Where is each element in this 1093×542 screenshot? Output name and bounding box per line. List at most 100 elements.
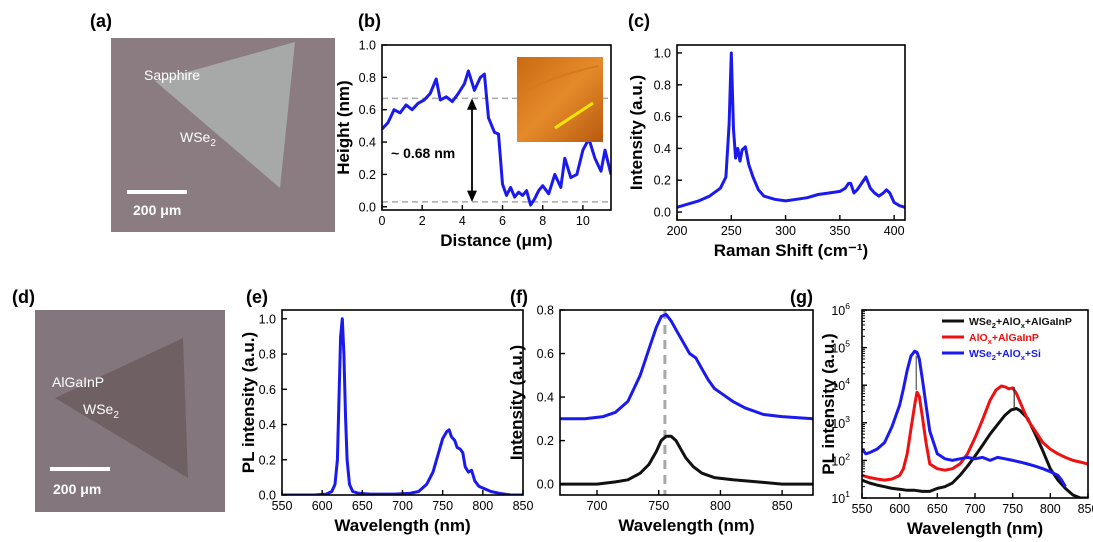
x-tick-label: 350	[829, 224, 850, 238]
series-line-1	[862, 384, 1088, 482]
x-axis-label: Wavelength (nm)	[907, 519, 1043, 538]
x-axis-label: Raman Shift (cm⁻¹)	[714, 241, 868, 260]
series-line-0	[282, 317, 523, 495]
y-tick-exponent: 4	[845, 376, 850, 386]
series-line-0	[560, 312, 813, 421]
panel-letter-f: (f)	[510, 287, 528, 307]
x-tick-label: 850	[1078, 502, 1093, 516]
y-tick-label: 0.6	[259, 383, 276, 397]
x-tick-label: 550	[272, 499, 293, 513]
afm-step-edge	[519, 65, 599, 96]
y-tick-label: 0.4	[654, 142, 671, 156]
x-tick-label: 400	[884, 224, 905, 238]
legend-part: x	[1021, 321, 1026, 330]
x-tick-label: 0	[379, 214, 386, 228]
legend-part: 2	[992, 353, 996, 362]
y-tick-label: 0.8	[537, 304, 554, 318]
x-tick-label: 600	[889, 502, 910, 516]
x-tick-label: 650	[352, 499, 373, 513]
y-tick-label: 0.6	[537, 347, 554, 361]
y-tick-label: 0.6	[359, 103, 376, 117]
afm-linecut	[554, 101, 594, 130]
legend-part: +AlGaInP	[1025, 316, 1072, 328]
micrograph-d: AlGaInP WSe2 200 μm	[35, 310, 225, 512]
y-tick-base: 10	[831, 417, 845, 431]
y-tick-base: 10	[831, 492, 845, 506]
y-tick-label: 0.2	[654, 174, 671, 188]
svg-text:WSe2: WSe2	[180, 129, 216, 149]
legend-label-2: WSe2+AlOx+Si	[969, 348, 1041, 362]
x-tick-label: 700	[392, 499, 413, 513]
series-line-0	[862, 407, 1088, 498]
y-tick-label: 0.2	[359, 168, 376, 182]
y-tick-exponent: 6	[845, 301, 850, 311]
series-line-1	[560, 434, 813, 486]
y-axis-label: PL intensity (a.u.)	[239, 332, 258, 473]
x-tick-label: 850	[772, 499, 793, 513]
label-algainp: AlGaInP	[52, 374, 104, 390]
x-tick-label: 550	[852, 502, 873, 516]
y-tick-exponent: 5	[845, 339, 850, 349]
scale-bar-label: 200 μm	[53, 481, 101, 497]
y-tick-exponent: 3	[845, 414, 850, 424]
y-axis-label: Intensity (a.u.)	[627, 75, 646, 190]
y-tick-label: 102	[831, 451, 850, 468]
scale-bar-label: 200 μm	[133, 202, 181, 218]
y-tick-label: 0.0	[537, 478, 554, 492]
panel-letter-a: (a)	[90, 11, 112, 31]
y-tick-label: 0.8	[654, 78, 671, 92]
y-tick-label: 0.8	[259, 348, 276, 362]
legend-part: +AlO	[996, 348, 1021, 360]
legend-part: WSe	[969, 348, 992, 360]
y-tick-exponent: 2	[845, 451, 850, 461]
legend-part: WSe	[969, 316, 992, 328]
chart-b-height-profile: 0 2 4 6 8 10 0.0 0.2 0.4 0.6 0.8 1.0 Distance (μm) He…	[334, 39, 612, 250]
panel-letter-e: (e)	[246, 287, 268, 307]
arrow-head-down	[467, 190, 477, 202]
series-line-0	[677, 51, 905, 209]
x-tick-label: 600	[312, 499, 333, 513]
wse2-flake	[55, 338, 188, 478]
y-tick-label: 0.0	[259, 489, 276, 503]
x-tick-label: 4	[459, 214, 466, 228]
y-tick-label: 103	[831, 414, 850, 431]
legend-part: x	[1021, 353, 1026, 362]
x-tick-label: 2	[419, 214, 426, 228]
legend-part: x	[988, 337, 993, 346]
x-tick-label: 850	[513, 499, 534, 513]
plot-frame	[281, 309, 524, 496]
label-wse2-sub: 2	[113, 410, 119, 421]
y-tick-exponent: 1	[845, 489, 850, 499]
y-axis-label: PL intensity (a.u.)	[819, 333, 838, 474]
y-tick-label: 0.4	[259, 418, 276, 432]
series-line-2	[862, 349, 1067, 488]
panel-letter-b: (b)	[358, 11, 381, 31]
legend-part: +AlO	[996, 316, 1021, 328]
afm-inset-image	[517, 57, 603, 142]
y-tick-label: 104	[831, 376, 850, 393]
y-tick-label: 0.2	[537, 434, 554, 448]
plot-frame	[676, 44, 906, 221]
y-tick-label: 0.0	[654, 206, 671, 220]
x-tick-label: 800	[1040, 502, 1061, 516]
label-wse2: WSe	[180, 129, 211, 145]
y-tick-base: 10	[831, 304, 845, 318]
x-tick-label: 300	[775, 224, 796, 238]
x-tick-label: 800	[472, 499, 493, 513]
legend-part: +Si	[1025, 348, 1041, 360]
y-tick-label: 0.0	[359, 200, 376, 214]
label-wse2-sub: 2	[210, 138, 216, 149]
y-tick-base: 10	[831, 454, 845, 468]
y-axis-label: Intensity (a.u.)	[507, 345, 526, 460]
x-tick-label: 10	[576, 214, 590, 228]
panel-letter-c: (c)	[628, 11, 650, 31]
y-tick-base: 10	[831, 342, 845, 356]
x-tick-label: 750	[648, 499, 669, 513]
step-height-annotation: ~ 0.68 nm	[391, 145, 455, 161]
y-tick-label: 1.0	[654, 46, 671, 60]
scale-bar	[127, 190, 187, 194]
x-tick-label: 700	[587, 499, 608, 513]
x-axis-label: Wavelength (nm)	[334, 516, 470, 535]
arrow-head-up	[467, 98, 477, 110]
